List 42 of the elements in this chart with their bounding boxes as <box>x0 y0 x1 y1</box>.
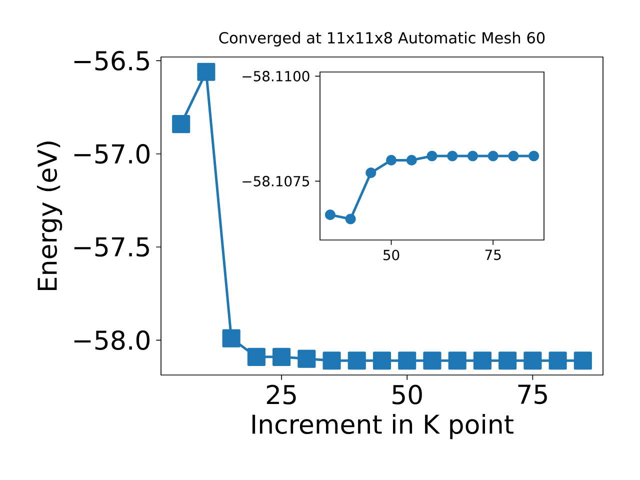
point <box>272 348 291 366</box>
point <box>386 154 397 166</box>
point <box>247 348 266 366</box>
y-tick-label: −56.5 <box>74 50 149 71</box>
y-tick-label: −58.0 <box>74 330 150 350</box>
point <box>345 214 356 224</box>
point <box>298 350 316 368</box>
point <box>372 352 392 370</box>
x-tick-label: 25 <box>266 384 296 404</box>
point <box>467 150 478 162</box>
x-tick-label: 75 <box>485 250 501 260</box>
point <box>324 210 336 220</box>
point <box>574 352 592 370</box>
point <box>172 115 190 134</box>
point <box>447 150 458 162</box>
point <box>426 150 438 162</box>
point <box>498 352 517 370</box>
point <box>423 352 442 370</box>
point <box>197 62 216 81</box>
point <box>473 352 492 370</box>
x-tick-label: 75 <box>518 384 547 404</box>
point <box>548 352 567 370</box>
point <box>524 352 542 370</box>
y-tick-label: −57.5 <box>74 237 149 257</box>
point <box>222 329 240 348</box>
point <box>348 352 366 370</box>
point <box>488 150 498 162</box>
y-tick-label: −57.0 <box>74 144 150 164</box>
y-tick-label: −58.1075 <box>242 176 310 186</box>
point <box>366 168 376 178</box>
point <box>448 352 466 370</box>
point <box>528 150 540 162</box>
x-axis-title: Increment in K point <box>252 414 514 440</box>
x-tick-label: 50 <box>392 384 422 404</box>
y-tick-label: −58.1100 <box>242 70 310 82</box>
x-tick-label: 50 <box>384 250 400 260</box>
point <box>406 154 417 166</box>
point <box>398 352 416 370</box>
point <box>508 150 519 162</box>
y-axis-title: Energy (eV) <box>37 142 62 290</box>
chart-title: Converged at 11x11x8 Automatic Mesh 60 <box>219 32 545 47</box>
point <box>322 352 341 370</box>
